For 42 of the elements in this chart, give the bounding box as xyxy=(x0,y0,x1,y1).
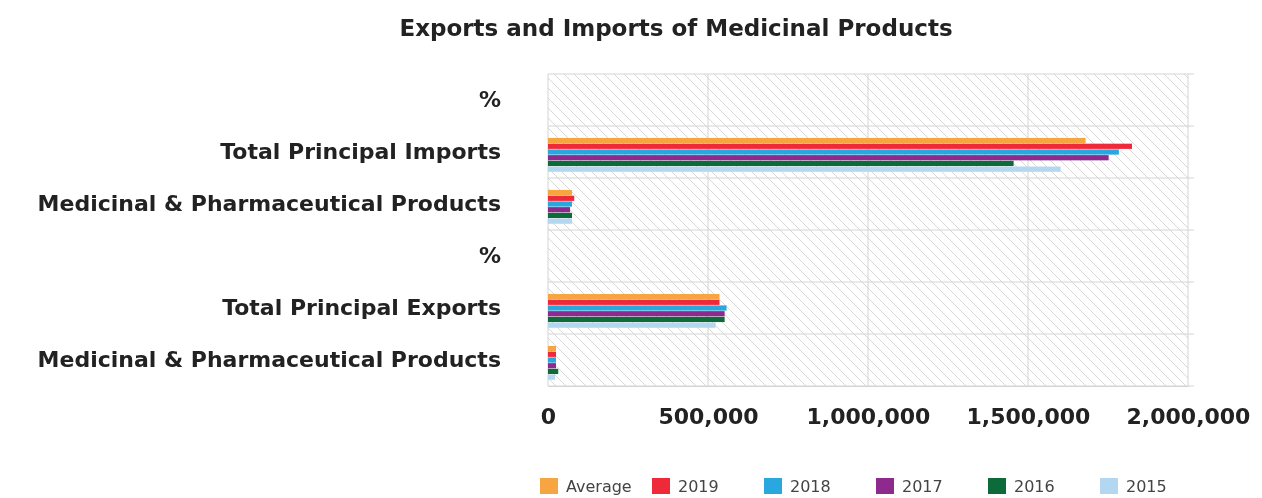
bar xyxy=(548,137,1086,144)
bar xyxy=(548,368,559,375)
bar xyxy=(548,218,572,224)
bar xyxy=(548,363,556,369)
bar xyxy=(548,345,556,352)
x-tick-label: 500,000 xyxy=(658,403,759,429)
bar xyxy=(548,357,556,363)
y-tick-label: Medicinal & Pharmaceutical Products xyxy=(37,191,501,217)
bar xyxy=(548,189,572,196)
legend-label: 2018 xyxy=(790,477,831,496)
bar xyxy=(548,207,571,213)
bar xyxy=(548,212,572,219)
bar xyxy=(548,201,572,207)
x-tick-label: 1,500,000 xyxy=(966,403,1091,429)
bar xyxy=(548,374,556,380)
x-tick-label: 1,000,000 xyxy=(806,403,931,429)
y-tick-label: Total Principal Imports xyxy=(220,139,501,165)
y-tick-label: Total Principal Exports xyxy=(222,295,501,321)
y-tick-label: Medicinal & Pharmaceutical Products xyxy=(37,347,501,373)
bar xyxy=(548,166,1061,172)
x-tick-label: 0 xyxy=(540,403,557,429)
bar xyxy=(548,316,725,323)
bar xyxy=(548,293,720,300)
bar xyxy=(548,351,556,357)
bar xyxy=(548,195,575,201)
legend-label: 2017 xyxy=(902,477,943,496)
chart-title: Exports and Imports of Medicinal Products xyxy=(399,15,953,41)
x-tick-label: 2,000,000 xyxy=(1126,403,1251,429)
bar xyxy=(548,322,716,328)
bar xyxy=(548,155,1109,161)
legend-label: 2015 xyxy=(1126,477,1167,496)
legend-label: Average xyxy=(566,477,632,496)
legend-label: 2016 xyxy=(1014,477,1055,496)
bar xyxy=(548,311,725,317)
legend-label: 2019 xyxy=(678,477,719,496)
bar xyxy=(548,299,720,305)
bar xyxy=(548,160,1014,167)
bar xyxy=(548,143,1132,149)
y-tick-label: % xyxy=(478,243,501,269)
bar xyxy=(548,305,727,311)
bar xyxy=(548,149,1119,155)
y-tick-label: % xyxy=(478,87,501,113)
